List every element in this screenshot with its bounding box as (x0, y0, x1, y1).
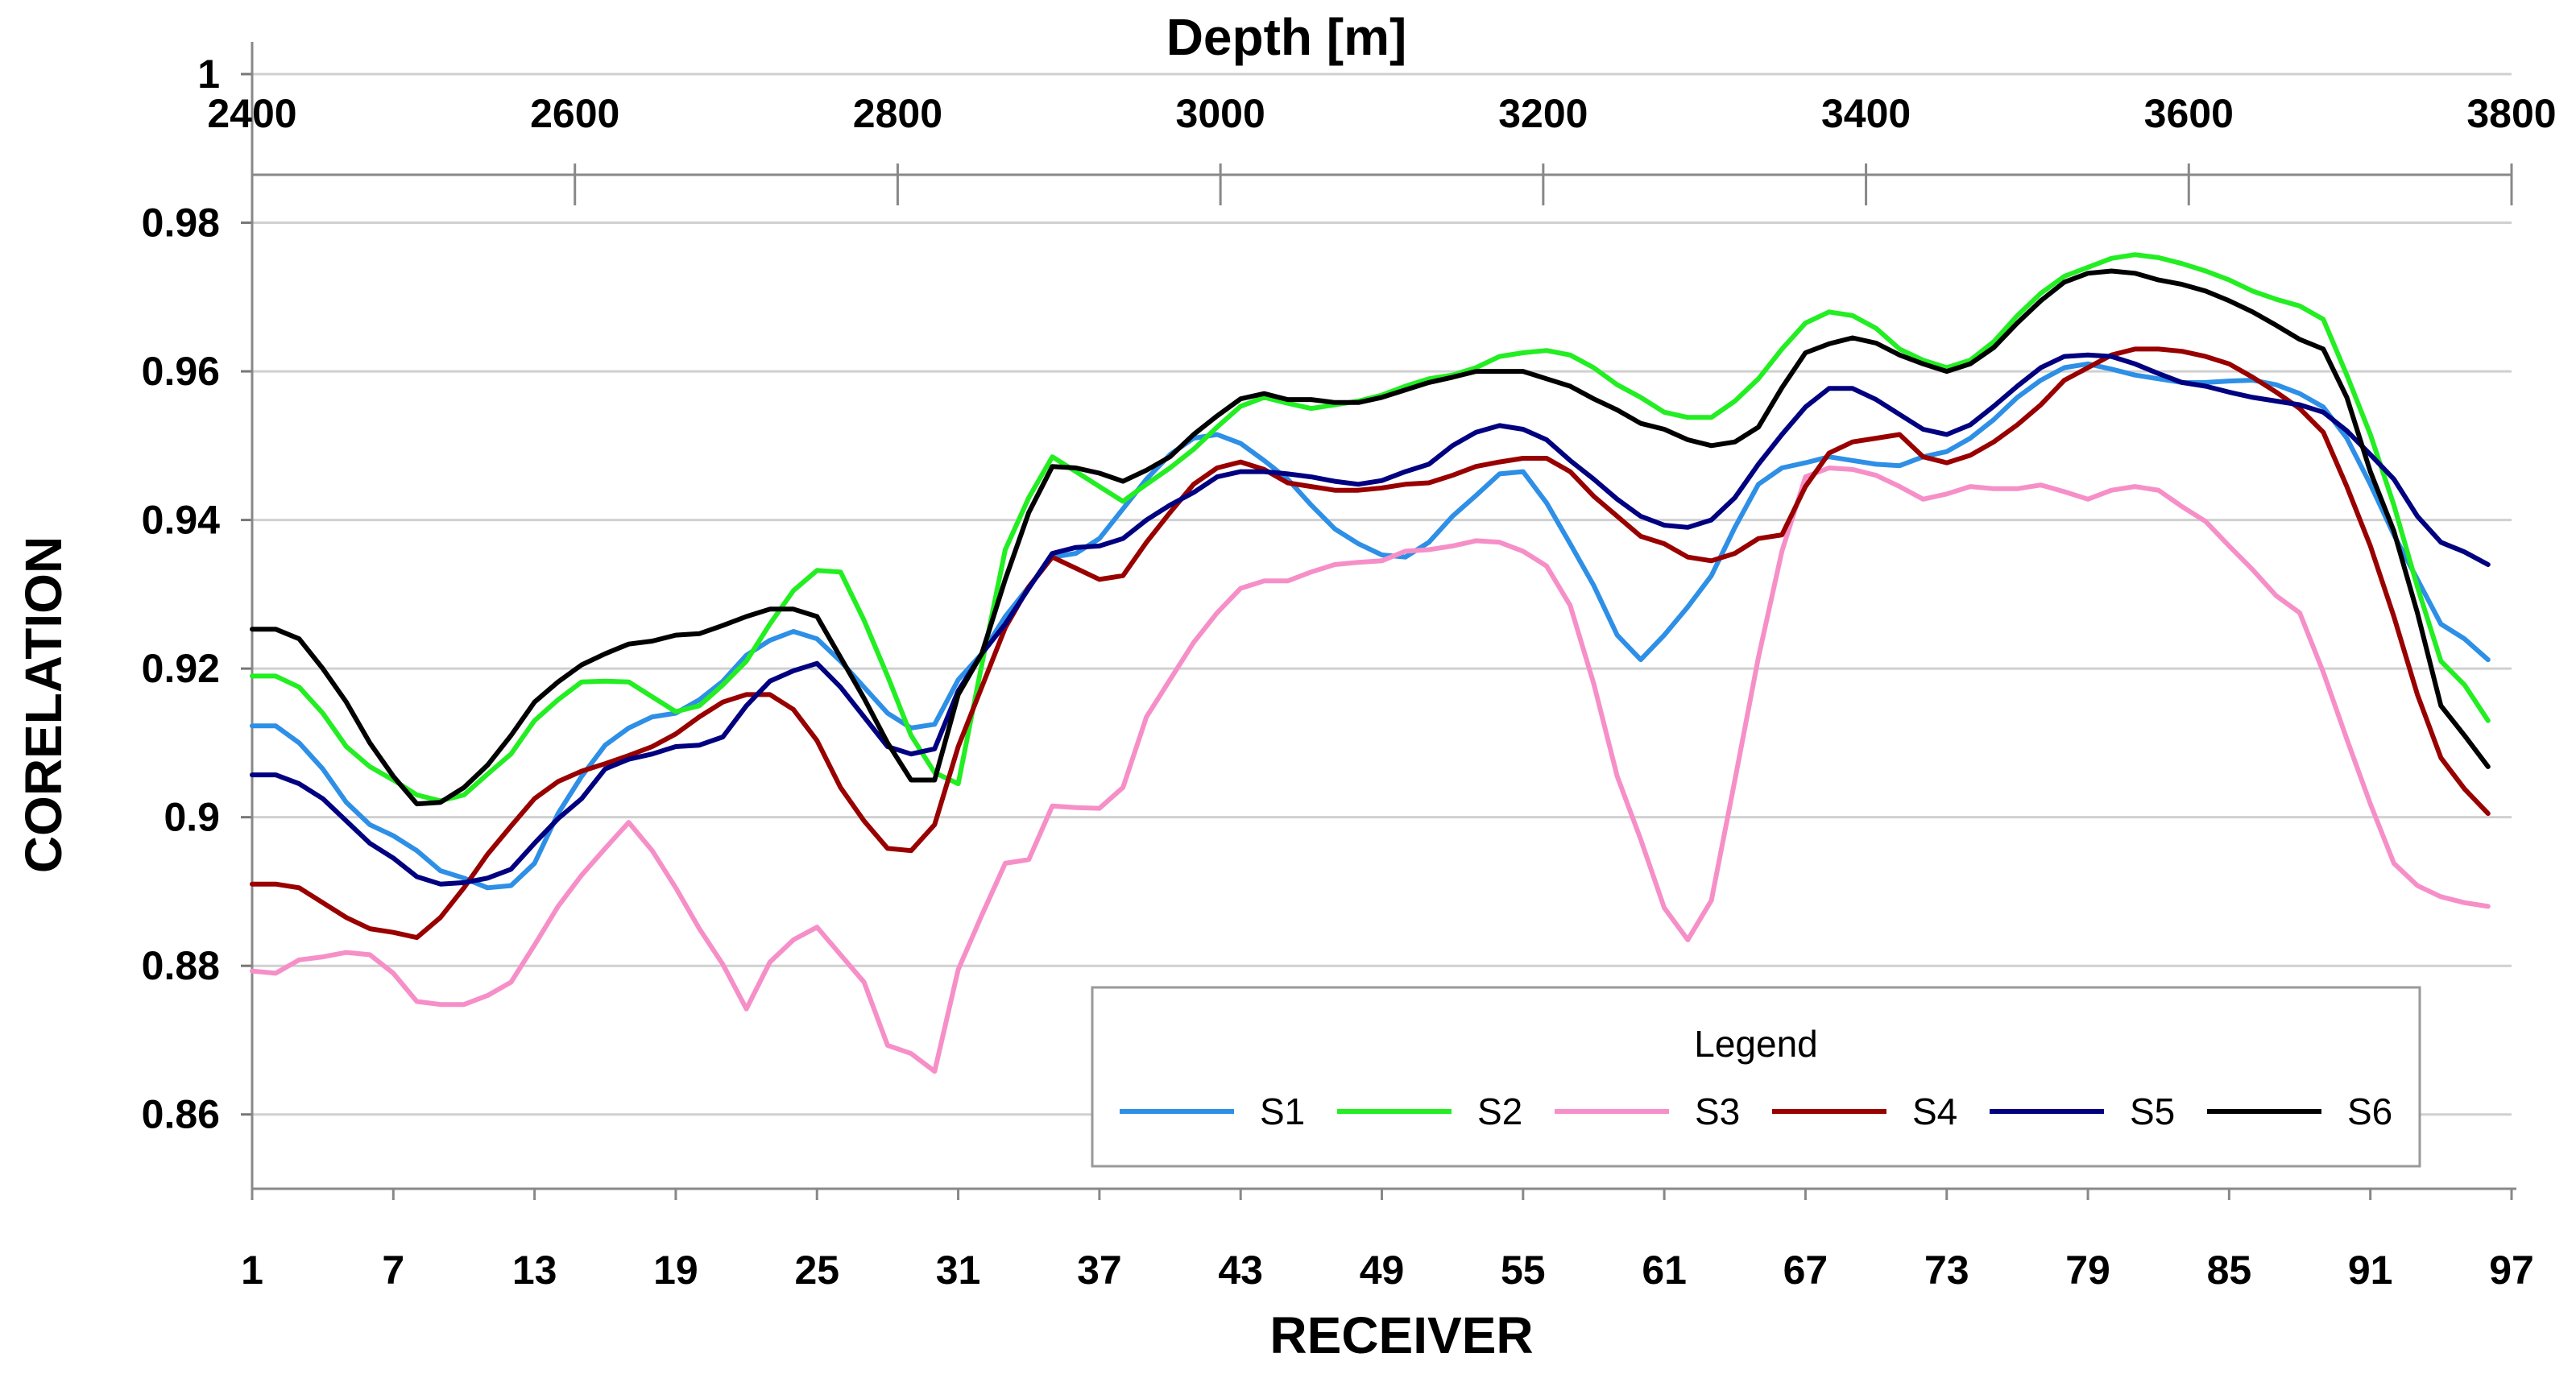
y-tick-label: 0.88 (142, 943, 220, 988)
y-tick-label: 0.92 (142, 646, 220, 691)
series-line-s5 (250, 352, 2491, 887)
x-tick-label: 37 (1077, 1248, 1122, 1293)
x-tick-label: 61 (1642, 1248, 1687, 1293)
x-tick-label: 1 (241, 1248, 263, 1293)
series-line-s2 (250, 252, 2491, 804)
x-tick-label: 91 (2348, 1248, 2393, 1293)
y-tick-label: 0.9 (164, 795, 220, 840)
y-tick-label: 1 (197, 52, 220, 97)
x2-tick-label: 2800 (853, 91, 942, 136)
x-tick-label: 7 (382, 1248, 404, 1293)
top-axis-title: Depth [m] (1166, 8, 1407, 66)
legend-label-s2: S2 (1477, 1091, 1522, 1132)
x-axis-title: RECEIVER (1269, 1306, 1533, 1364)
series-line-s1 (250, 361, 2491, 891)
legend-box (1091, 986, 2421, 1168)
x-tick-label: 13 (512, 1248, 557, 1293)
x-tick-label: 31 (936, 1248, 981, 1293)
legend: Legend S1 S2 S3 S4 S5 S6 (1091, 986, 2421, 1168)
legend-label-s3: S3 (1695, 1091, 1740, 1132)
x-tick-label: 43 (1218, 1248, 1263, 1293)
legend-label-s6: S6 (2347, 1091, 2392, 1132)
x2-tick-label: 3200 (1498, 91, 1588, 136)
series-line-s6 (250, 268, 2491, 807)
y-tick-label: 0.98 (142, 201, 220, 246)
y-tick-label: 0.96 (142, 349, 220, 394)
tick-labels: 0.86 0.88 0.9 0.92 0.94 0.96 0.98 1 1 7 13 19 25 31 37… (142, 52, 2557, 1293)
legend-items: S1 S2 S3 S4 S5 S6 (1120, 1091, 2392, 1132)
x-tick-label: 55 (1501, 1248, 1546, 1293)
legend-label-s1: S1 (1260, 1091, 1305, 1132)
grid-lines (252, 72, 2512, 1116)
y-tick-label: 0.86 (142, 1092, 220, 1137)
axes (241, 42, 2516, 1200)
x2-tick-label: 3400 (1821, 91, 1911, 136)
series-line-s3 (250, 466, 2491, 1074)
x2-tick-label: 3600 (2144, 91, 2234, 136)
x2-tick-label: 3000 (1176, 91, 1265, 136)
x-tick-label: 97 (2489, 1248, 2534, 1293)
x2-tick-label: 2400 (207, 91, 296, 136)
y-tick-label: 0.94 (142, 498, 221, 543)
x-tick-label: 49 (1360, 1248, 1405, 1293)
y-axis-title: CORELATION (14, 536, 72, 873)
x-tick-label: 73 (1924, 1248, 1969, 1293)
legend-label-s5: S5 (2130, 1091, 2175, 1132)
series-lines (250, 252, 2491, 1074)
x-tick-label: 79 (2065, 1248, 2110, 1293)
x-tick-label: 67 (1783, 1248, 1828, 1293)
legend-label-s4: S4 (1912, 1091, 1957, 1132)
x2-tick-label: 2600 (530, 91, 619, 136)
x2-tick-label: 3800 (2466, 91, 2556, 136)
x-tick-label: 85 (2207, 1248, 2252, 1293)
x-tick-label: 19 (653, 1248, 698, 1293)
series-line-s4 (250, 346, 2491, 941)
legend-title: Legend (1694, 1023, 1818, 1065)
x-tick-label: 25 (794, 1248, 839, 1293)
